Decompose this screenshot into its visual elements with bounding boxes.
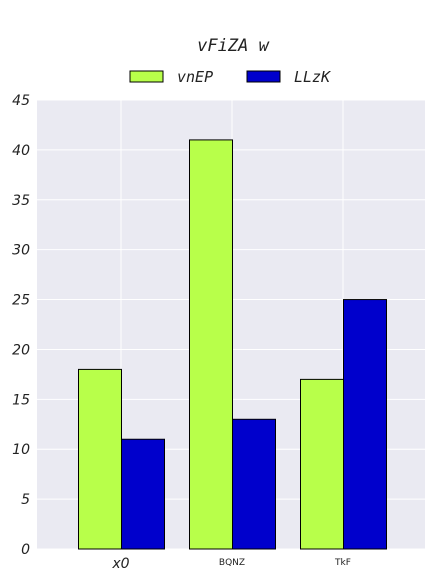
plot-area: 0 5 10 15 20 25 30 35 40 45 x0 BQNZ TkF: [12, 93, 425, 572]
x-tick-label: BQNZ: [219, 558, 245, 568]
chart-title: vFiZA w: [197, 36, 269, 56]
bar-vnEP-x0: [78, 368, 122, 550]
y-tick-label: 30: [12, 243, 30, 259]
legend-swatch-LLzK: [246, 70, 281, 83]
bar-vnEP-BQNZ: [189, 139, 233, 550]
bar-LLzK-TkF: [343, 299, 387, 550]
y-tick-label: 25: [12, 293, 30, 309]
bar-LLzK-BQNZ: [232, 418, 276, 550]
y-tick-label: 20: [12, 342, 30, 358]
y-tick-label: 10: [12, 442, 30, 458]
y-tick-label: 35: [12, 193, 30, 209]
x-tick-label: x0: [111, 556, 129, 572]
legend: vnEP LLzK: [129, 68, 331, 86]
y-tick-label: 40: [12, 143, 30, 159]
x-tick-label: TkF: [334, 558, 351, 568]
legend-label-vnEP: vnEP: [177, 68, 213, 86]
y-tick-label: 45: [12, 93, 30, 109]
y-tick-label: 15: [12, 392, 30, 408]
legend-swatch-vnEP: [129, 70, 164, 83]
bar-LLzK-x0: [121, 438, 165, 550]
bar-vnEP-TkF: [300, 378, 344, 550]
y-tick-label: 5: [21, 492, 30, 508]
y-tick-label: 0: [21, 542, 30, 558]
legend-label-LLzK: LLzK: [294, 68, 331, 86]
